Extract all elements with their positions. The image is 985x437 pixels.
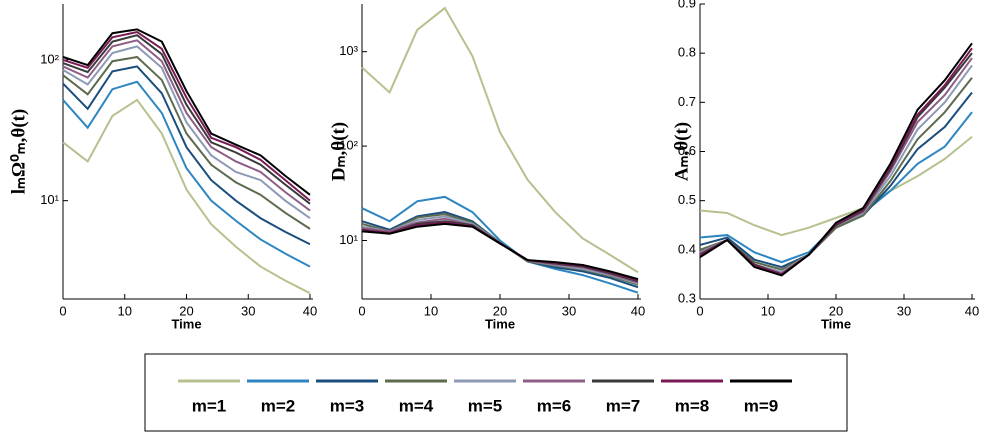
series-line	[699, 47, 973, 276]
legend-label: m=1	[192, 396, 227, 415]
y-tick-label: 10¹	[40, 192, 59, 207]
legend-label: m=8	[675, 396, 710, 415]
series-line	[62, 80, 311, 268]
y-tick-label: 0.9	[678, 0, 696, 10]
y-tick-label: 0.7	[678, 94, 696, 109]
y-tick-label: 10³	[339, 43, 358, 58]
series-line	[62, 55, 311, 230]
x-tick-label: 10	[424, 303, 438, 318]
y-axis-label: Dₘ,θ(t)	[328, 122, 349, 181]
x-tick-label: 40	[303, 303, 317, 318]
y-tick-label: 10²	[339, 138, 358, 153]
x-tick-label: 0	[59, 303, 66, 318]
x-tick-label: 20	[179, 303, 193, 318]
y-tick-label: 0.5	[678, 192, 696, 207]
y-tick-label: 0.3	[678, 290, 696, 305]
y-axis-label: Aₘ,θ(t)	[671, 122, 692, 181]
x-tick-label: 40	[965, 303, 979, 318]
x-axis-label: Time	[171, 316, 201, 331]
series-line	[699, 42, 973, 277]
legend-label: m=2	[261, 396, 296, 415]
series-line	[62, 45, 311, 220]
y-axis-label: lₘΩ⁰ₘ,θ(t)	[8, 109, 29, 194]
series-line	[699, 57, 973, 275]
x-tick-label: 0	[358, 303, 365, 318]
series-line	[62, 30, 311, 202]
y-tick-label: 10¹	[339, 232, 358, 247]
legend-label: m=4	[399, 396, 434, 415]
y-tick-label: 0.8	[678, 45, 696, 60]
series-line	[699, 91, 973, 269]
series-line	[699, 77, 973, 271]
x-tick-label: 10	[118, 303, 132, 318]
series-line	[361, 222, 639, 281]
x-tick-label: 30	[241, 303, 255, 318]
y-tick-label: 0.6	[678, 143, 696, 158]
x-tick-label: 20	[829, 303, 843, 318]
series-line	[699, 135, 973, 237]
series-line	[62, 98, 311, 295]
legend-label: m=6	[537, 396, 572, 415]
series-line	[62, 39, 311, 212]
series-line	[62, 65, 311, 246]
legend-label: m=9	[744, 396, 779, 415]
y-tick-label: 10²	[40, 51, 59, 66]
x-tick-label: 0	[696, 303, 703, 318]
x-tick-label: 30	[562, 303, 576, 318]
series-line	[699, 111, 973, 264]
series-line	[62, 34, 311, 205]
x-axis-label: Time	[821, 316, 851, 331]
series-line	[361, 6, 639, 274]
x-axis-label: Time	[485, 316, 515, 331]
x-tick-label: 10	[761, 303, 775, 318]
legend-label: m=5	[468, 396, 503, 415]
legend-label: m=3	[330, 396, 365, 415]
series-line	[699, 52, 973, 276]
x-tick-label: 20	[493, 303, 507, 318]
x-tick-label: 40	[631, 303, 645, 318]
y-tick-label: 0.4	[678, 241, 696, 256]
legend-box	[144, 353, 848, 432]
x-tick-label: 30	[897, 303, 911, 318]
series-line	[62, 28, 311, 196]
legend-label: m=7	[606, 396, 641, 415]
series-line	[361, 195, 639, 294]
